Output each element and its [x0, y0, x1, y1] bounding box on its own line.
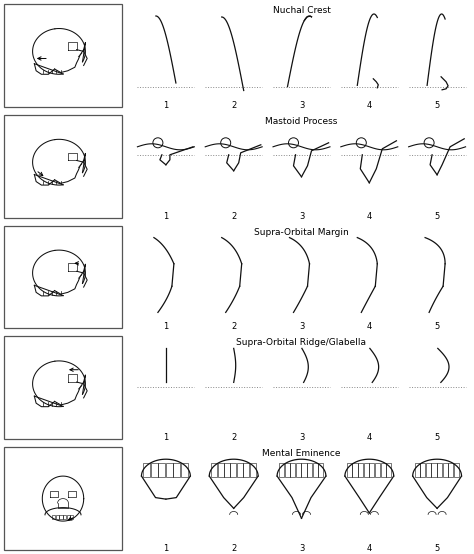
Text: 5: 5: [435, 544, 440, 553]
Text: 2: 2: [231, 544, 237, 553]
Bar: [319, 463, 323, 477]
Bar: [301, 463, 307, 477]
Bar: [59, 515, 63, 519]
Text: 1: 1: [163, 101, 169, 110]
Bar: [4, 115, 122, 218]
Text: 3: 3: [299, 322, 304, 331]
Text: Mental Eminence: Mental Eminence: [262, 449, 341, 458]
Bar: [4, 225, 122, 329]
Text: 1: 1: [163, 544, 169, 553]
Text: Mastoid Process: Mastoid Process: [265, 117, 337, 126]
Bar: [63, 515, 66, 519]
Bar: [70, 515, 73, 519]
Bar: [285, 463, 290, 477]
Text: 3: 3: [299, 101, 304, 110]
Bar: [158, 463, 165, 477]
Bar: [307, 463, 312, 477]
Text: 2: 2: [231, 433, 237, 442]
Bar: [369, 463, 374, 477]
Text: 4: 4: [367, 433, 372, 442]
Bar: [375, 463, 380, 477]
Bar: [211, 463, 217, 477]
Bar: [243, 463, 249, 477]
Bar: [313, 463, 318, 477]
Text: 4: 4: [367, 101, 372, 110]
Bar: [347, 463, 352, 477]
Bar: [279, 463, 284, 477]
Bar: [448, 463, 454, 477]
Bar: [358, 463, 363, 477]
Bar: [4, 336, 122, 439]
Bar: [386, 463, 391, 477]
Text: 1: 1: [163, 433, 169, 442]
Bar: [173, 463, 180, 477]
Text: 5: 5: [435, 101, 440, 110]
Bar: [426, 463, 431, 477]
Text: 5: 5: [435, 212, 440, 220]
Bar: [166, 463, 173, 477]
Bar: [218, 463, 224, 477]
Bar: [181, 463, 188, 477]
Bar: [4, 447, 122, 550]
Text: Supra-Orbital Margin: Supra-Orbital Margin: [254, 228, 349, 237]
Bar: [364, 463, 369, 477]
Bar: [290, 463, 295, 477]
Bar: [353, 463, 357, 477]
Text: 4: 4: [367, 544, 372, 553]
Bar: [4, 4, 122, 107]
Text: 3: 3: [299, 544, 304, 553]
Bar: [454, 463, 459, 477]
Text: 2: 2: [231, 212, 237, 220]
Text: Supra-Orbital Ridge/Glabella: Supra-Orbital Ridge/Glabella: [237, 338, 366, 347]
Bar: [420, 463, 425, 477]
Text: 1: 1: [163, 212, 169, 220]
Text: 4: 4: [367, 212, 372, 220]
Text: 3: 3: [299, 212, 304, 220]
Text: 2: 2: [231, 322, 237, 331]
Bar: [56, 515, 59, 519]
Bar: [67, 515, 70, 519]
Bar: [437, 463, 442, 477]
Text: 4: 4: [367, 322, 372, 331]
Bar: [443, 463, 448, 477]
Bar: [230, 463, 237, 477]
Bar: [381, 463, 386, 477]
Bar: [237, 463, 243, 477]
Bar: [151, 463, 158, 477]
Bar: [144, 463, 150, 477]
Text: Nuchal Crest: Nuchal Crest: [273, 6, 330, 15]
Text: 5: 5: [435, 322, 440, 331]
Bar: [296, 463, 301, 477]
Text: 5: 5: [435, 433, 440, 442]
Bar: [250, 463, 255, 477]
Bar: [52, 515, 55, 519]
Text: 1: 1: [163, 322, 169, 331]
Bar: [224, 463, 230, 477]
Bar: [431, 463, 437, 477]
Text: 2: 2: [231, 101, 237, 110]
Text: 3: 3: [299, 433, 304, 442]
Bar: [415, 463, 420, 477]
